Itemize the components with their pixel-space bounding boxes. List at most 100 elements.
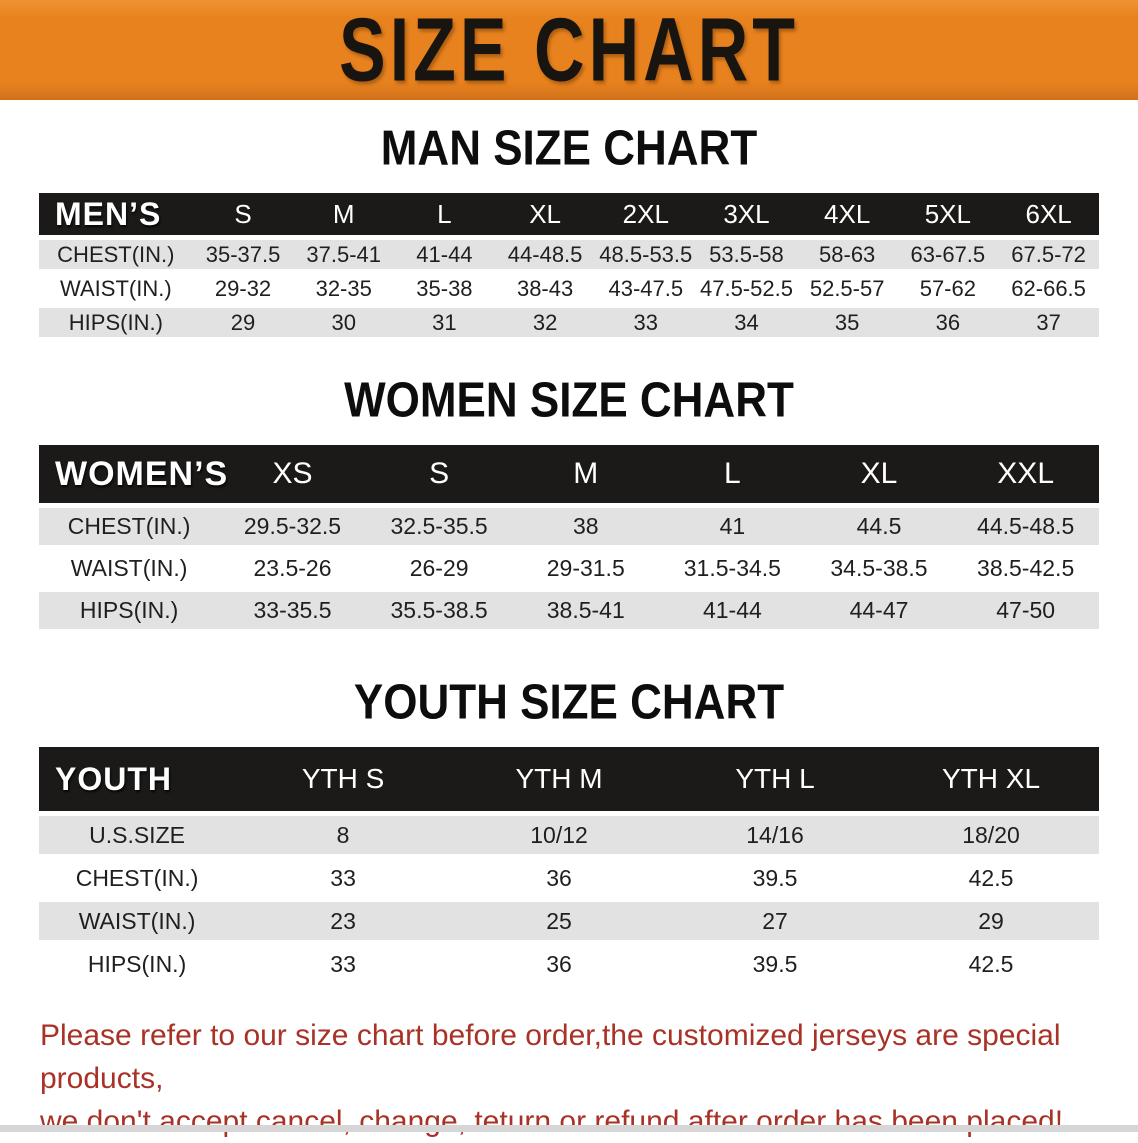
size-column-header: YTH L bbox=[667, 747, 883, 811]
measurement-value: 18/20 bbox=[883, 816, 1099, 854]
measurement-value: 23.5-26 bbox=[219, 550, 366, 587]
measurement-value: 57-62 bbox=[897, 274, 999, 303]
size-column-header: 6XL bbox=[998, 193, 1099, 235]
measurement-value: 41-44 bbox=[394, 240, 495, 269]
size-column-header: 3XL bbox=[696, 193, 797, 235]
table-header-row: YOUTH YTH S YTH M YTH L YTH XL bbox=[39, 747, 1099, 811]
measurement-value: 8 bbox=[235, 816, 452, 854]
measurement-row: CHEST(IN.) 29.5-32.5 32.5-35.5 38 41 44.5 44.5… bbox=[39, 508, 1099, 545]
table-group-label: WOMEN’S bbox=[39, 445, 227, 503]
measurement-value: 29.5-32.5 bbox=[219, 508, 366, 545]
measurement-value: 29 bbox=[883, 902, 1099, 940]
measurement-value: 52.5-57 bbox=[796, 274, 898, 303]
measurement-value: 36 bbox=[897, 308, 999, 337]
measurement-value: 14/16 bbox=[667, 816, 883, 854]
size-chart-banner: SIZE CHART bbox=[0, 0, 1138, 100]
measurement-value: 38-43 bbox=[494, 274, 596, 303]
banner-title: SIZE CHART bbox=[339, 0, 799, 100]
measurement-value: 42.5 bbox=[883, 859, 1099, 897]
measurement-row: CHEST(IN.) 33 36 39.5 42.5 bbox=[39, 859, 1099, 897]
measurement-value: 29-31.5 bbox=[512, 550, 660, 587]
measurement-value: 35 bbox=[796, 308, 898, 337]
measurement-value: 48.5-53.5 bbox=[595, 240, 697, 269]
measurement-value: 31 bbox=[394, 308, 495, 337]
measurement-value: 30 bbox=[293, 308, 395, 337]
measurement-label: WAIST(IN.) bbox=[39, 902, 236, 940]
measurement-value: 47-50 bbox=[952, 592, 1099, 629]
measurement-value: 62-66.5 bbox=[998, 274, 1099, 303]
size-column-header: 5XL bbox=[897, 193, 999, 235]
size-column-header: YTH XL bbox=[883, 747, 1099, 811]
women-size-section: WOMEN SIZE CHART WOMEN’S XS S M L XL XXL CHEST(… bbox=[0, 373, 1138, 634]
measurement-value: 29 bbox=[192, 308, 294, 337]
measurement-value: 42.5 bbox=[883, 945, 1099, 983]
measurement-row: HIPS(IN.) 29 30 31 32 33 34 35 36 37 bbox=[39, 308, 1099, 337]
measurement-value: 10/12 bbox=[451, 816, 668, 854]
measurement-row: U.S.SIZE 8 10/12 14/16 18/20 bbox=[39, 816, 1099, 854]
measurement-value: 33 bbox=[235, 859, 452, 897]
measurement-value: 43-47.5 bbox=[595, 274, 697, 303]
size-column-header: M bbox=[293, 193, 395, 235]
measurement-value: 41-44 bbox=[659, 592, 806, 629]
measurement-row: WAIST(IN.) 23 25 27 29 bbox=[39, 902, 1099, 940]
table-group-label: YOUTH bbox=[39, 747, 236, 811]
measurement-value: 36 bbox=[451, 859, 668, 897]
size-column-header: 2XL bbox=[595, 193, 697, 235]
size-column-header: 4XL bbox=[796, 193, 898, 235]
measurement-row: WAIST(IN.) 29-32 32-35 35-38 38-43 43-47.5 47.… bbox=[39, 274, 1099, 303]
measurement-value: 38 bbox=[512, 508, 660, 545]
measurement-label: WAIST(IN.) bbox=[39, 550, 220, 587]
youth-size-section: YOUTH SIZE CHART YOUTH YTH S YTH M YTH L YTH… bbox=[0, 675, 1138, 988]
measurement-value: 33 bbox=[595, 308, 697, 337]
measurement-value: 35-38 bbox=[394, 274, 495, 303]
men-size-table: MEN’S S M L XL 2XL 3XL 4XL 5XL 6XL CHEST(IN.) 35-37… bbox=[39, 188, 1099, 342]
measurement-row: WAIST(IN.) 23.5-26 26-29 29-31.5 31.5-34.5 34… bbox=[39, 550, 1099, 587]
measurement-value: 36 bbox=[451, 945, 668, 983]
measurement-value: 47.5-52.5 bbox=[696, 274, 797, 303]
measurement-value: 35.5-38.5 bbox=[365, 592, 513, 629]
size-column-header: L bbox=[659, 445, 806, 503]
measurement-value: 67.5-72 bbox=[998, 240, 1099, 269]
size-column-header: M bbox=[512, 445, 660, 503]
size-column-header: S bbox=[365, 445, 513, 503]
measurement-value: 39.5 bbox=[667, 859, 883, 897]
measurement-value: 32.5-35.5 bbox=[365, 508, 513, 545]
youth-size-table: YOUTH YTH S YTH M YTH L YTH XL U.S.SIZE 8 10/12… bbox=[39, 742, 1099, 988]
measurement-label: U.S.SIZE bbox=[39, 816, 236, 854]
measurement-value: 39.5 bbox=[667, 945, 883, 983]
men-section-heading: MAN SIZE CHART bbox=[380, 121, 758, 176]
measurement-value: 23 bbox=[235, 902, 452, 940]
measurement-value: 41 bbox=[659, 508, 806, 545]
measurement-label: HIPS(IN.) bbox=[39, 945, 236, 983]
measurement-value: 58-63 bbox=[796, 240, 898, 269]
measurement-label: CHEST(IN.) bbox=[39, 508, 220, 545]
measurement-row: HIPS(IN.) 33 36 39.5 42.5 bbox=[39, 945, 1099, 983]
measurement-value: 44-48.5 bbox=[494, 240, 596, 269]
size-column-header: S bbox=[192, 193, 294, 235]
order-disclaimer: Please refer to our size chart before or… bbox=[40, 1014, 1118, 1143]
measurement-value: 34 bbox=[696, 308, 797, 337]
women-size-table: WOMEN’S XS S M L XL XXL CHEST(IN.) 29.5-32.5 32.5… bbox=[39, 440, 1099, 634]
youth-section-heading: YOUTH SIZE CHART bbox=[353, 675, 785, 730]
measurement-label: CHEST(IN.) bbox=[39, 240, 193, 269]
size-column-header: XXL bbox=[952, 445, 1099, 503]
measurement-value: 63-67.5 bbox=[897, 240, 999, 269]
measurement-value: 27 bbox=[667, 902, 883, 940]
measurement-value: 25 bbox=[451, 902, 668, 940]
table-header-row: MEN’S S M L XL 2XL 3XL 4XL 5XL 6XL bbox=[39, 193, 1099, 235]
measurement-value: 33 bbox=[235, 945, 452, 983]
measurement-value: 32 bbox=[494, 308, 596, 337]
measurement-value: 44.5-48.5 bbox=[952, 508, 1099, 545]
measurement-value: 38.5-41 bbox=[512, 592, 660, 629]
measurement-value: 32-35 bbox=[293, 274, 395, 303]
measurement-value: 53.5-58 bbox=[696, 240, 797, 269]
size-column-header: YTH S bbox=[235, 747, 452, 811]
measurement-value: 34.5-38.5 bbox=[805, 550, 953, 587]
table-group-label: MEN’S bbox=[39, 193, 193, 235]
measurement-value: 44-47 bbox=[805, 592, 953, 629]
measurement-value: 26-29 bbox=[365, 550, 513, 587]
measurement-value: 44.5 bbox=[805, 508, 953, 545]
measurement-row: HIPS(IN.) 33-35.5 35.5-38.5 38.5-41 41-44 44-… bbox=[39, 592, 1099, 629]
measurement-label: WAIST(IN.) bbox=[39, 274, 193, 303]
size-column-header: XS bbox=[219, 445, 366, 503]
